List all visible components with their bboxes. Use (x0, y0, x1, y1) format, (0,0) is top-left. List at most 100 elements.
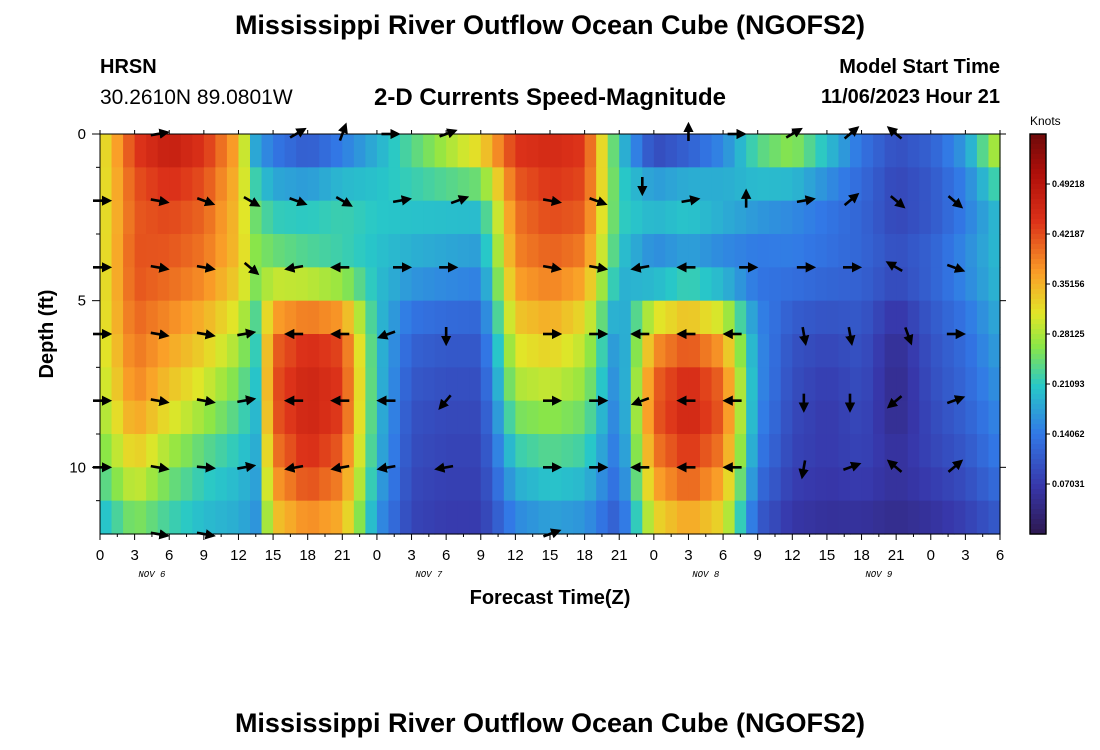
heatmap-cell (469, 500, 482, 535)
heatmap-cell (607, 467, 620, 502)
heatmap-cell (492, 167, 505, 202)
heatmap-cell (815, 434, 828, 468)
heatmap-cell (180, 367, 193, 402)
heatmap-cell (284, 400, 297, 435)
colorbar-segment (1030, 404, 1046, 410)
heatmap-cell (457, 334, 470, 368)
heatmap-cell (803, 367, 816, 402)
heatmap-cell (930, 334, 943, 368)
heatmap-cell (826, 367, 840, 402)
heatmap-cell (100, 334, 113, 368)
colorbar-unit: Knots (1030, 114, 1061, 128)
heatmap-cell (884, 267, 897, 302)
colorbar-segment (1030, 354, 1046, 360)
heatmap-cell (250, 367, 263, 402)
colorbar-segment (1030, 294, 1046, 300)
colorbar-tick-label: 0.21093 (1052, 379, 1085, 389)
x-tick-label: 12 (507, 547, 524, 564)
heatmap-cell (711, 267, 724, 302)
heatmap-cell (376, 500, 390, 535)
heatmap-cell (169, 300, 182, 335)
heatmap-cell (619, 367, 632, 402)
colorbar-tick-label: 0.42187 (1052, 229, 1085, 239)
heatmap-cell (561, 134, 574, 168)
heatmap-cell (723, 200, 736, 235)
heatmap-cell (111, 467, 124, 502)
colorbar-segment (1030, 504, 1046, 510)
heatmap-cell (123, 234, 136, 268)
heatmap-cell (965, 334, 978, 368)
heatmap-cell (261, 334, 274, 368)
heatmap-cell (307, 334, 320, 368)
heatmap-cell (538, 200, 551, 235)
heatmap-cell (619, 167, 632, 202)
heatmap-cell (746, 400, 759, 435)
heatmap-cell (434, 134, 447, 168)
heatmap-cell (550, 500, 563, 535)
current-arrow (947, 195, 964, 209)
heatmap-cell (515, 134, 528, 168)
heatmap-cell (780, 267, 793, 302)
x-tick-label: 3 (961, 547, 969, 564)
heatmap-cell (976, 134, 990, 168)
heatmap-cell (757, 200, 770, 235)
current-arrow (392, 195, 413, 206)
heatmap-cell (434, 167, 447, 202)
heatmap-cell (780, 434, 793, 468)
heatmap-cell (284, 267, 297, 302)
x-tick-label: 15 (542, 547, 559, 564)
heatmap-cell (319, 267, 332, 302)
heatmap-cell (515, 367, 528, 402)
heatmap-cell (503, 434, 516, 468)
heatmap-cell (434, 434, 447, 468)
heatmap-cell (780, 334, 793, 368)
heatmap-cell (434, 400, 447, 435)
heatmap-cell (642, 467, 655, 502)
heatmap-cell (607, 234, 620, 268)
colorbar-segment (1030, 224, 1046, 230)
heatmap-cell (630, 300, 643, 335)
heatmap-cell (630, 267, 643, 302)
heatmap-cell (215, 300, 228, 335)
heatmap-cell (492, 134, 505, 168)
heatmap-cell (873, 500, 886, 535)
heatmap-cell (273, 367, 286, 402)
colorbar-segment (1030, 154, 1046, 160)
heatmap-cell (584, 367, 597, 402)
heatmap-cell (192, 234, 205, 268)
heatmap-cell (388, 334, 401, 368)
heatmap-cell (642, 134, 655, 168)
heatmap-cell (307, 367, 320, 402)
heatmap-cell (676, 234, 690, 268)
heatmap-cell (123, 134, 136, 168)
heatmap-cell (930, 134, 943, 168)
heatmap-cell (953, 367, 966, 402)
heatmap-cell (273, 267, 286, 302)
heatmap-cell (976, 267, 990, 302)
heatmap-cell (826, 467, 840, 502)
heatmap-cell (192, 134, 205, 168)
heatmap-cell (734, 400, 747, 435)
heatmap-cell (942, 367, 955, 402)
current-arrow (196, 329, 216, 340)
heatmap-cell (203, 300, 216, 335)
heatmap-cell (930, 200, 943, 235)
heatmap-cell (226, 234, 240, 268)
heatmap-cell (215, 400, 228, 435)
heatmap-cell (192, 400, 205, 435)
heatmap-cell (411, 500, 424, 535)
heatmap-cell (676, 400, 690, 435)
heatmap-cell (457, 467, 470, 502)
heatmap-cell (769, 134, 782, 168)
current-arrow (376, 462, 396, 473)
heatmap-cell (526, 234, 540, 268)
heatmap-cell (296, 467, 309, 502)
heatmap-cell (919, 167, 932, 202)
heatmap-cell (803, 434, 816, 468)
heatmap-cell (134, 234, 147, 268)
heatmap-cell (146, 434, 159, 468)
x-tick-label: 0 (650, 547, 658, 564)
heatmap-cell (803, 467, 816, 502)
heatmap-cell (100, 267, 113, 302)
heatmap-cell (607, 367, 620, 402)
